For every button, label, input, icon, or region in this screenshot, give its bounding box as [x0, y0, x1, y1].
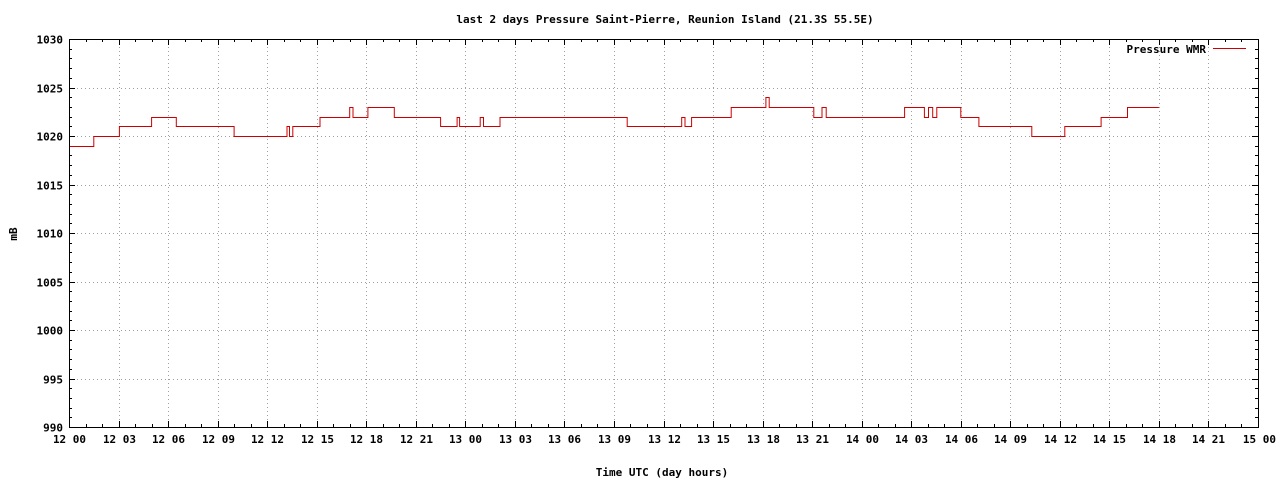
legend-label: Pressure WMR	[1127, 43, 1207, 56]
x-tick-label: 12 09	[202, 433, 235, 446]
y-tick-label: 995	[43, 374, 63, 387]
x-tick-label: 13 21	[796, 433, 829, 446]
y-tick-label: 1025	[37, 83, 64, 96]
grid-lines	[69, 39, 1258, 427]
chart-title: last 2 days Pressure Saint-Pierre, Reuni…	[456, 13, 873, 26]
y-tick-label: 1015	[37, 180, 64, 193]
legend: Pressure WMR	[1127, 43, 1246, 56]
y-tick-label: 1005	[37, 277, 64, 290]
x-tick-label: 13 15	[697, 433, 730, 446]
x-tick-label: 14 03	[895, 433, 928, 446]
y-tick-label: 990	[43, 422, 63, 435]
x-tick-label: 13 03	[499, 433, 532, 446]
x-tick-label: 14 21	[1192, 433, 1225, 446]
x-tick-label: 12 12	[251, 433, 284, 446]
x-tick-label: 15 00	[1243, 433, 1276, 446]
y-tick-label: 1000	[37, 325, 64, 338]
axis-ticks: 990 995 1000 1005 1010 1015 1020 1025 1030 12 00 1…	[37, 34, 1277, 447]
x-tick-label: 14 06	[945, 433, 978, 446]
plot-frame	[69, 39, 1259, 428]
y-tick-label: 1020	[37, 131, 64, 144]
y-axis-label: mB	[7, 227, 20, 241]
x-tick-label: 14 00	[846, 433, 879, 446]
series-line-pressure-wmr	[69, 97, 1159, 147]
y-tick-label: 1030	[37, 34, 64, 47]
x-tick-label: 14 09	[994, 433, 1027, 446]
x-tick-label: 13 00	[449, 433, 482, 446]
x-tick-label: 12 03	[103, 433, 136, 446]
x-axis-label: Time UTC (day hours)	[596, 466, 728, 479]
x-tick-label: 12 06	[152, 433, 185, 446]
x-tick-label: 14 18	[1143, 433, 1176, 446]
x-tick-label: 14 15	[1093, 433, 1126, 446]
x-tick-label: 12 18	[350, 433, 383, 446]
series-layer	[69, 97, 1159, 147]
x-tick-label: 13 12	[648, 433, 681, 446]
x-tick-label: 14 12	[1044, 433, 1077, 446]
x-tick-label: 13 18	[747, 433, 780, 446]
y-tick-label: 1010	[37, 228, 64, 241]
x-tick-label: 12 00	[53, 433, 86, 446]
x-tick-label: 12 15	[301, 433, 334, 446]
x-tick-label: 13 06	[548, 433, 581, 446]
x-tick-label: 13 09	[598, 433, 631, 446]
x-tick-label: 12 21	[400, 433, 433, 446]
